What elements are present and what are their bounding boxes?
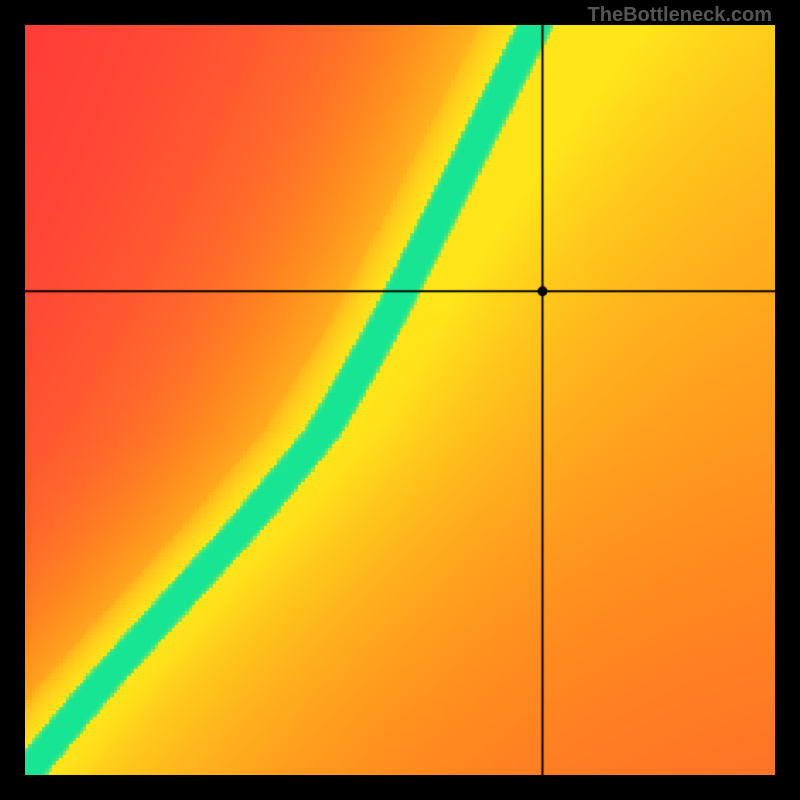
plot-area: [25, 25, 775, 775]
chart-frame: TheBottleneck.com: [0, 0, 800, 800]
watermark-text: TheBottleneck.com: [588, 4, 772, 27]
heatmap-canvas: [25, 25, 775, 775]
